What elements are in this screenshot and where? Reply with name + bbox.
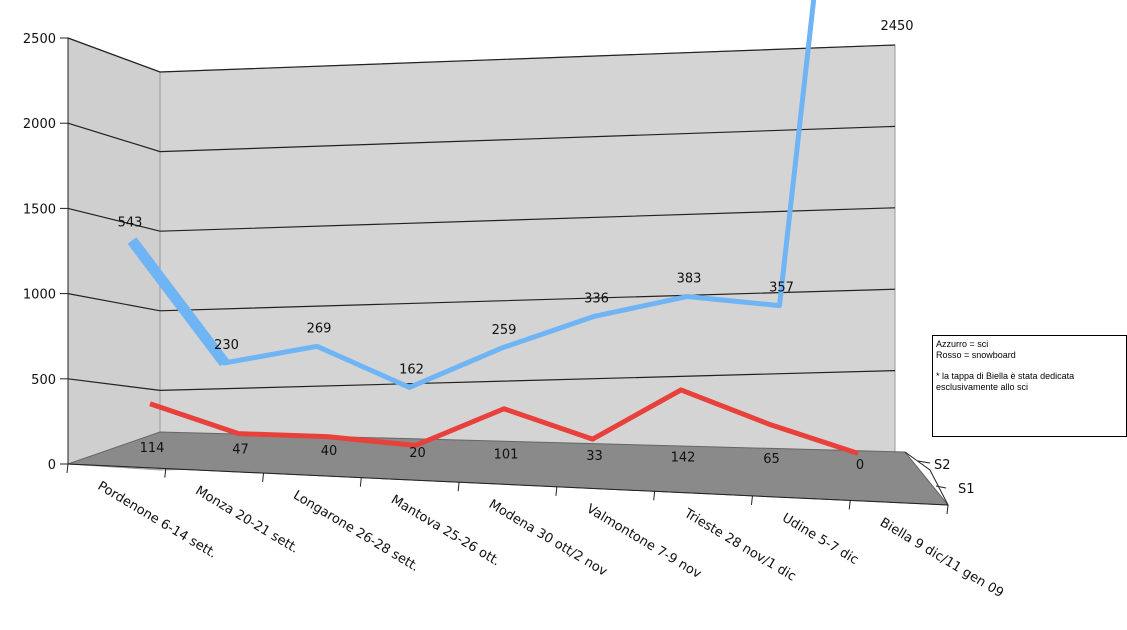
data-label-s1: 114 bbox=[140, 441, 165, 456]
y-axis-ticks: 0 500 1000 1500 2000 2500 bbox=[23, 32, 69, 473]
data-label-s2: 269 bbox=[307, 321, 332, 336]
series-axis-line bbox=[904, 451, 949, 506]
x-tick-mark bbox=[359, 477, 362, 487]
data-label-s1: 101 bbox=[494, 447, 519, 462]
data-label-s2: 383 bbox=[677, 272, 702, 287]
legend-line: Azzurro = sci bbox=[936, 339, 989, 349]
x-tick-mark bbox=[457, 482, 460, 492]
data-label-s1: 40 bbox=[321, 444, 338, 459]
data-labels-s1: 114 47 40 20 101 33 142 65 0 bbox=[140, 441, 865, 473]
x-tick-mark bbox=[946, 504, 949, 515]
series-s1 bbox=[149, 387, 859, 456]
data-label-s2: 259 bbox=[492, 323, 517, 338]
legend-line: * la tappa di Biella è stata dedicata bbox=[936, 371, 1075, 381]
y-tick-label: 2000 bbox=[23, 117, 56, 132]
data-label-s2: 2450 bbox=[880, 19, 913, 34]
data-label-s1: 20 bbox=[409, 446, 426, 461]
series-label-s2: S2 bbox=[934, 458, 951, 473]
data-label-s1: 33 bbox=[586, 449, 603, 464]
data-label-s2: 357 bbox=[769, 281, 794, 296]
y-tick-label: 1000 bbox=[23, 288, 56, 303]
x-tick-mark bbox=[653, 491, 656, 501]
data-label-s1: 0 bbox=[856, 458, 864, 473]
gridline bbox=[67, 122, 896, 153]
x-tick-mark bbox=[262, 473, 265, 483]
y-tick-label: 500 bbox=[31, 373, 56, 388]
data-label-s2: 543 bbox=[118, 216, 143, 231]
gridline bbox=[67, 37, 896, 73]
series-label-s1: S1 bbox=[958, 482, 975, 497]
series-tick bbox=[917, 460, 931, 464]
series-line-s1 bbox=[149, 387, 859, 456]
x-tick-mark bbox=[750, 495, 753, 505]
x-category-label: Udine 5-7 dic bbox=[779, 511, 861, 568]
y-tick-label: 1500 bbox=[23, 202, 56, 217]
gridline bbox=[67, 207, 896, 232]
x-tick-mark bbox=[66, 463, 69, 474]
data-label-s1: 47 bbox=[232, 443, 249, 458]
data-label-s2: 162 bbox=[399, 362, 424, 377]
x-tick-mark bbox=[848, 500, 851, 510]
x-axis-line bbox=[67, 463, 949, 506]
series-axis: S2 S1 bbox=[904, 451, 975, 506]
data-label-s2: 336 bbox=[584, 291, 609, 306]
chart-legend: Azzurro = sci Rosso = snowboard * la tap… bbox=[932, 335, 1127, 437]
legend-line: esclusivamente allo sci bbox=[936, 382, 1029, 392]
series-line-s2 bbox=[130, 0, 817, 390]
series-s2 bbox=[127, 0, 817, 390]
data-label-s1: 65 bbox=[763, 452, 780, 467]
y-tick-label: 2500 bbox=[23, 32, 56, 47]
x-tick-mark bbox=[164, 468, 167, 478]
gridline bbox=[67, 288, 896, 312]
y-tick-label: 0 bbox=[48, 458, 56, 473]
data-label-s1: 142 bbox=[671, 451, 696, 466]
gridlines bbox=[67, 37, 896, 392]
data-labels-s2: 543 230 269 162 259 336 383 357 2450 bbox=[118, 19, 914, 377]
series-tick bbox=[935, 485, 947, 489]
legend-line: Rosso = snowboard bbox=[936, 350, 1016, 360]
gridline bbox=[67, 370, 896, 392]
x-category-label: Biella 9 dic/11 gen 09 bbox=[877, 515, 1006, 601]
series-ribbon-s2 bbox=[127, 237, 229, 367]
legend-spacer bbox=[936, 361, 1123, 371]
data-label-s2: 230 bbox=[214, 338, 239, 353]
x-tick-mark bbox=[555, 486, 558, 496]
